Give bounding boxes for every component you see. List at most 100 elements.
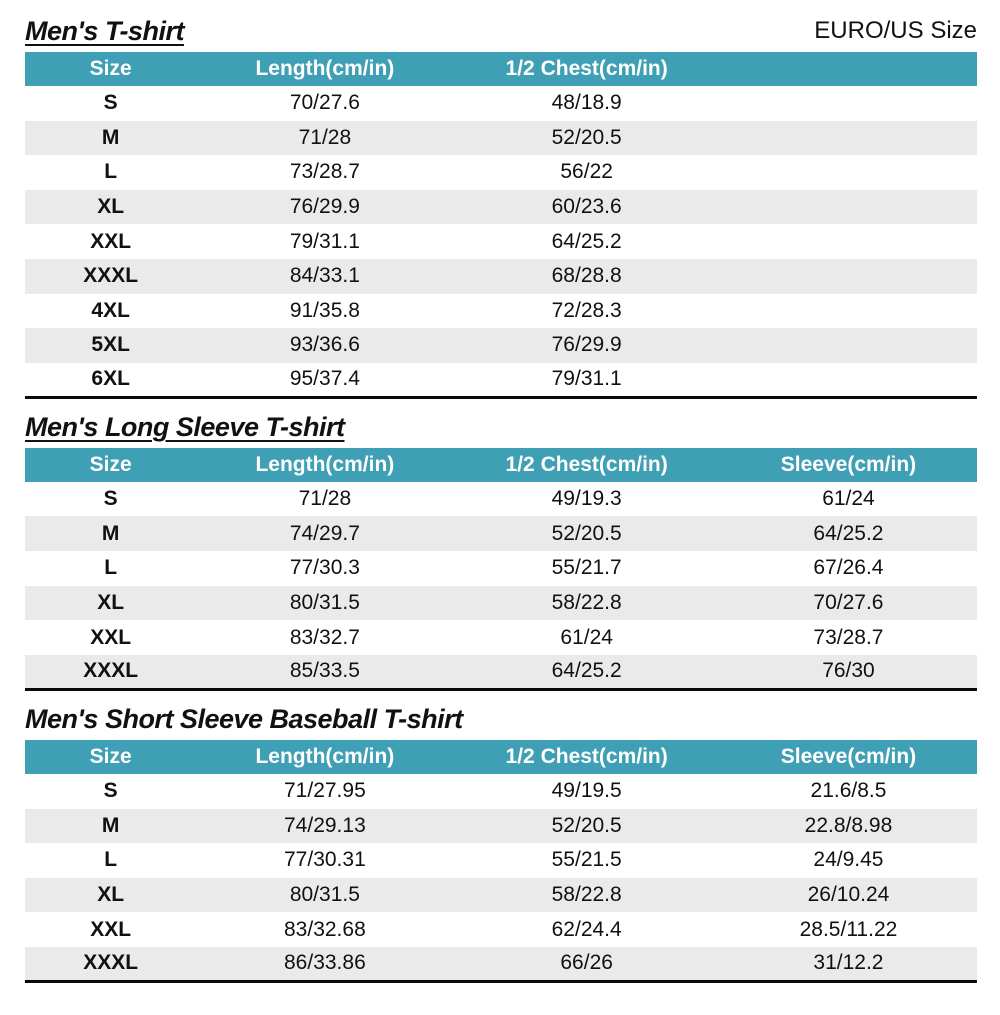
size-cell: XXXL [83,659,139,683]
measurement-cell: 55/21.7 [551,556,622,580]
measurement-cell: 74/29.7 [289,521,360,545]
measurement-cell: 80/31.5 [289,590,360,614]
measurement-cell: 28.5/11.22 [799,917,898,941]
size-cell: M [101,813,120,837]
size-cell: XXL [90,229,132,253]
column-header-size: Size [25,739,197,774]
measurement-cell: 73/28.7 [289,160,360,184]
measurement-cell: 76/30 [822,659,875,683]
measurement-cell: 95/37.4 [289,367,360,391]
measurement-cell: 73/28.7 [813,625,884,649]
column-header-length: Length(cm/in) [196,447,454,482]
size-note: EURO/US Size [814,17,977,44]
table-header-row: Size Length(cm/in) 1/2 Chest(cm/in) [25,52,977,86]
measurement-cell: 52/20.5 [551,125,622,149]
measurement-cell: 64/25.2 [551,229,622,253]
measurement-cell: 62/24.4 [551,917,622,941]
table-row: M 74/29.13 52/20.5 22.8/8.98 [25,808,977,844]
measurement-cell [720,190,977,225]
table-row: XL 80/31.5 58/22.8 70/27.6 [25,585,977,621]
column-header-chest: 1/2 Chest(cm/in) [453,447,720,482]
measurement-cell: 58/22.8 [551,590,622,614]
measurement-cell: 79/31.1 [289,229,360,253]
measurement-cell: 60/23.6 [551,195,622,219]
table-title: Men's Short Sleeve Baseball T-shirt [25,703,463,734]
section-mens-baseball-tshirt: Men's Short Sleeve Baseball T-shirt Size… [25,703,977,983]
column-header-length: Length(cm/in) [196,739,454,774]
measurement-cell: 52/20.5 [551,521,622,545]
measurement-cell [720,155,977,190]
size-cell: XL [97,195,125,219]
measurement-cell: 74/29.13 [284,813,366,837]
size-cell: M [101,125,120,149]
table-row: S 71/28 49/19.3 61/24 [25,482,977,517]
measurement-cell: 61/24 [560,625,613,649]
measurement-cell: 83/32.68 [284,917,366,941]
section-header: Men's Short Sleeve Baseball T-shirt [25,703,977,735]
measurement-cell: 84/33.1 [289,264,360,288]
size-cell: S [103,487,118,511]
table-row: L 77/30.31 55/21.5 24/9.45 [25,843,977,878]
measurement-cell: 21.6/8.5 [810,779,887,803]
measurement-cell [720,86,977,121]
table-title: Men's T-shirt [25,16,184,46]
measurement-cell: 77/30.31 [284,848,366,872]
measurement-cell: 83/32.7 [289,625,360,649]
size-cell: XXL [90,625,132,649]
measurement-cell: 58/22.8 [551,882,622,906]
column-header-size: Size [25,52,197,86]
table-row: 4XL 91/35.8 72/28.3 [25,294,977,329]
measurement-cell: 76/29.9 [289,195,360,219]
measurement-cell: 68/28.8 [551,264,622,288]
size-cell: L [104,160,118,184]
table-row: XXL 79/31.1 64/25.2 [25,224,977,259]
measurement-cell [720,363,977,398]
table-row: XXL 83/32.68 62/24.4 28.5/11.22 [25,912,977,947]
column-header-chest: 1/2 Chest(cm/in) [453,739,720,774]
table-row: M 74/29.7 52/20.5 64/25.2 [25,516,977,552]
measurement-cell: 85/33.5 [289,659,360,683]
measurement-cell: 64/25.2 [813,521,884,545]
section-mens-tshirt: Men's T-shirt EURO/US Size Size Length(c… [25,15,977,399]
table-row: XL 80/31.5 58/22.8 26/10.24 [25,877,977,913]
measurement-cell: 22.8/8.98 [804,813,893,837]
table-row: XL 76/29.9 60/23.6 [25,189,977,225]
column-header-sleeve: Sleeve(cm/in) [719,739,977,774]
measurement-cell: 76/29.9 [551,333,622,357]
measurement-cell: 55/21.5 [551,848,622,872]
measurement-cell: 70/27.6 [813,590,884,614]
table-row: XXXL 84/33.1 68/28.8 [25,258,977,294]
measurement-cell: 77/30.3 [289,556,360,580]
table-row: XXL 83/32.7 61/24 73/28.7 [25,620,977,655]
size-cell: XXXL [83,951,139,975]
size-table-mens-baseball: Size Length(cm/in) 1/2 Chest(cm/in) Slee… [25,739,977,983]
measurement-cell: 26/10.24 [807,882,890,906]
measurement-cell: 72/28.3 [551,298,622,322]
size-cell: XXXL [83,264,139,288]
measurement-cell [720,294,977,329]
measurement-cell [720,328,977,363]
size-cell: L [104,556,118,580]
measurement-cell: 48/18.9 [551,91,622,115]
measurement-cell: 56/22 [560,160,613,184]
measurement-cell: 93/36.6 [289,333,360,357]
size-cell: L [104,848,118,872]
column-header-chest: 1/2 Chest(cm/in) [453,52,720,86]
size-cell: XL [97,590,125,614]
measurement-cell: 64/25.2 [551,659,622,683]
size-cell: XXL [90,917,132,941]
measurement-cell: 86/33.86 [284,951,366,975]
measurement-cell: 71/28 [298,487,352,511]
measurement-cell [720,224,977,259]
size-cell: 5XL [91,333,130,357]
column-header-empty [719,52,977,86]
measurement-cell: 49/19.3 [551,487,622,511]
measurement-cell [720,259,977,294]
measurement-cell: 49/19.5 [551,779,622,803]
measurement-cell: 31/12.2 [813,951,884,975]
table-header-row: Size Length(cm/in) 1/2 Chest(cm/in) Slee… [25,447,977,482]
size-table-mens-long-sleeve: Size Length(cm/in) 1/2 Chest(cm/in) Slee… [25,447,977,691]
measurement-cell: 24/9.45 [813,848,884,872]
measurement-cell: 66/26 [560,951,613,975]
table-row: 5XL 93/36.6 76/29.9 [25,328,977,363]
